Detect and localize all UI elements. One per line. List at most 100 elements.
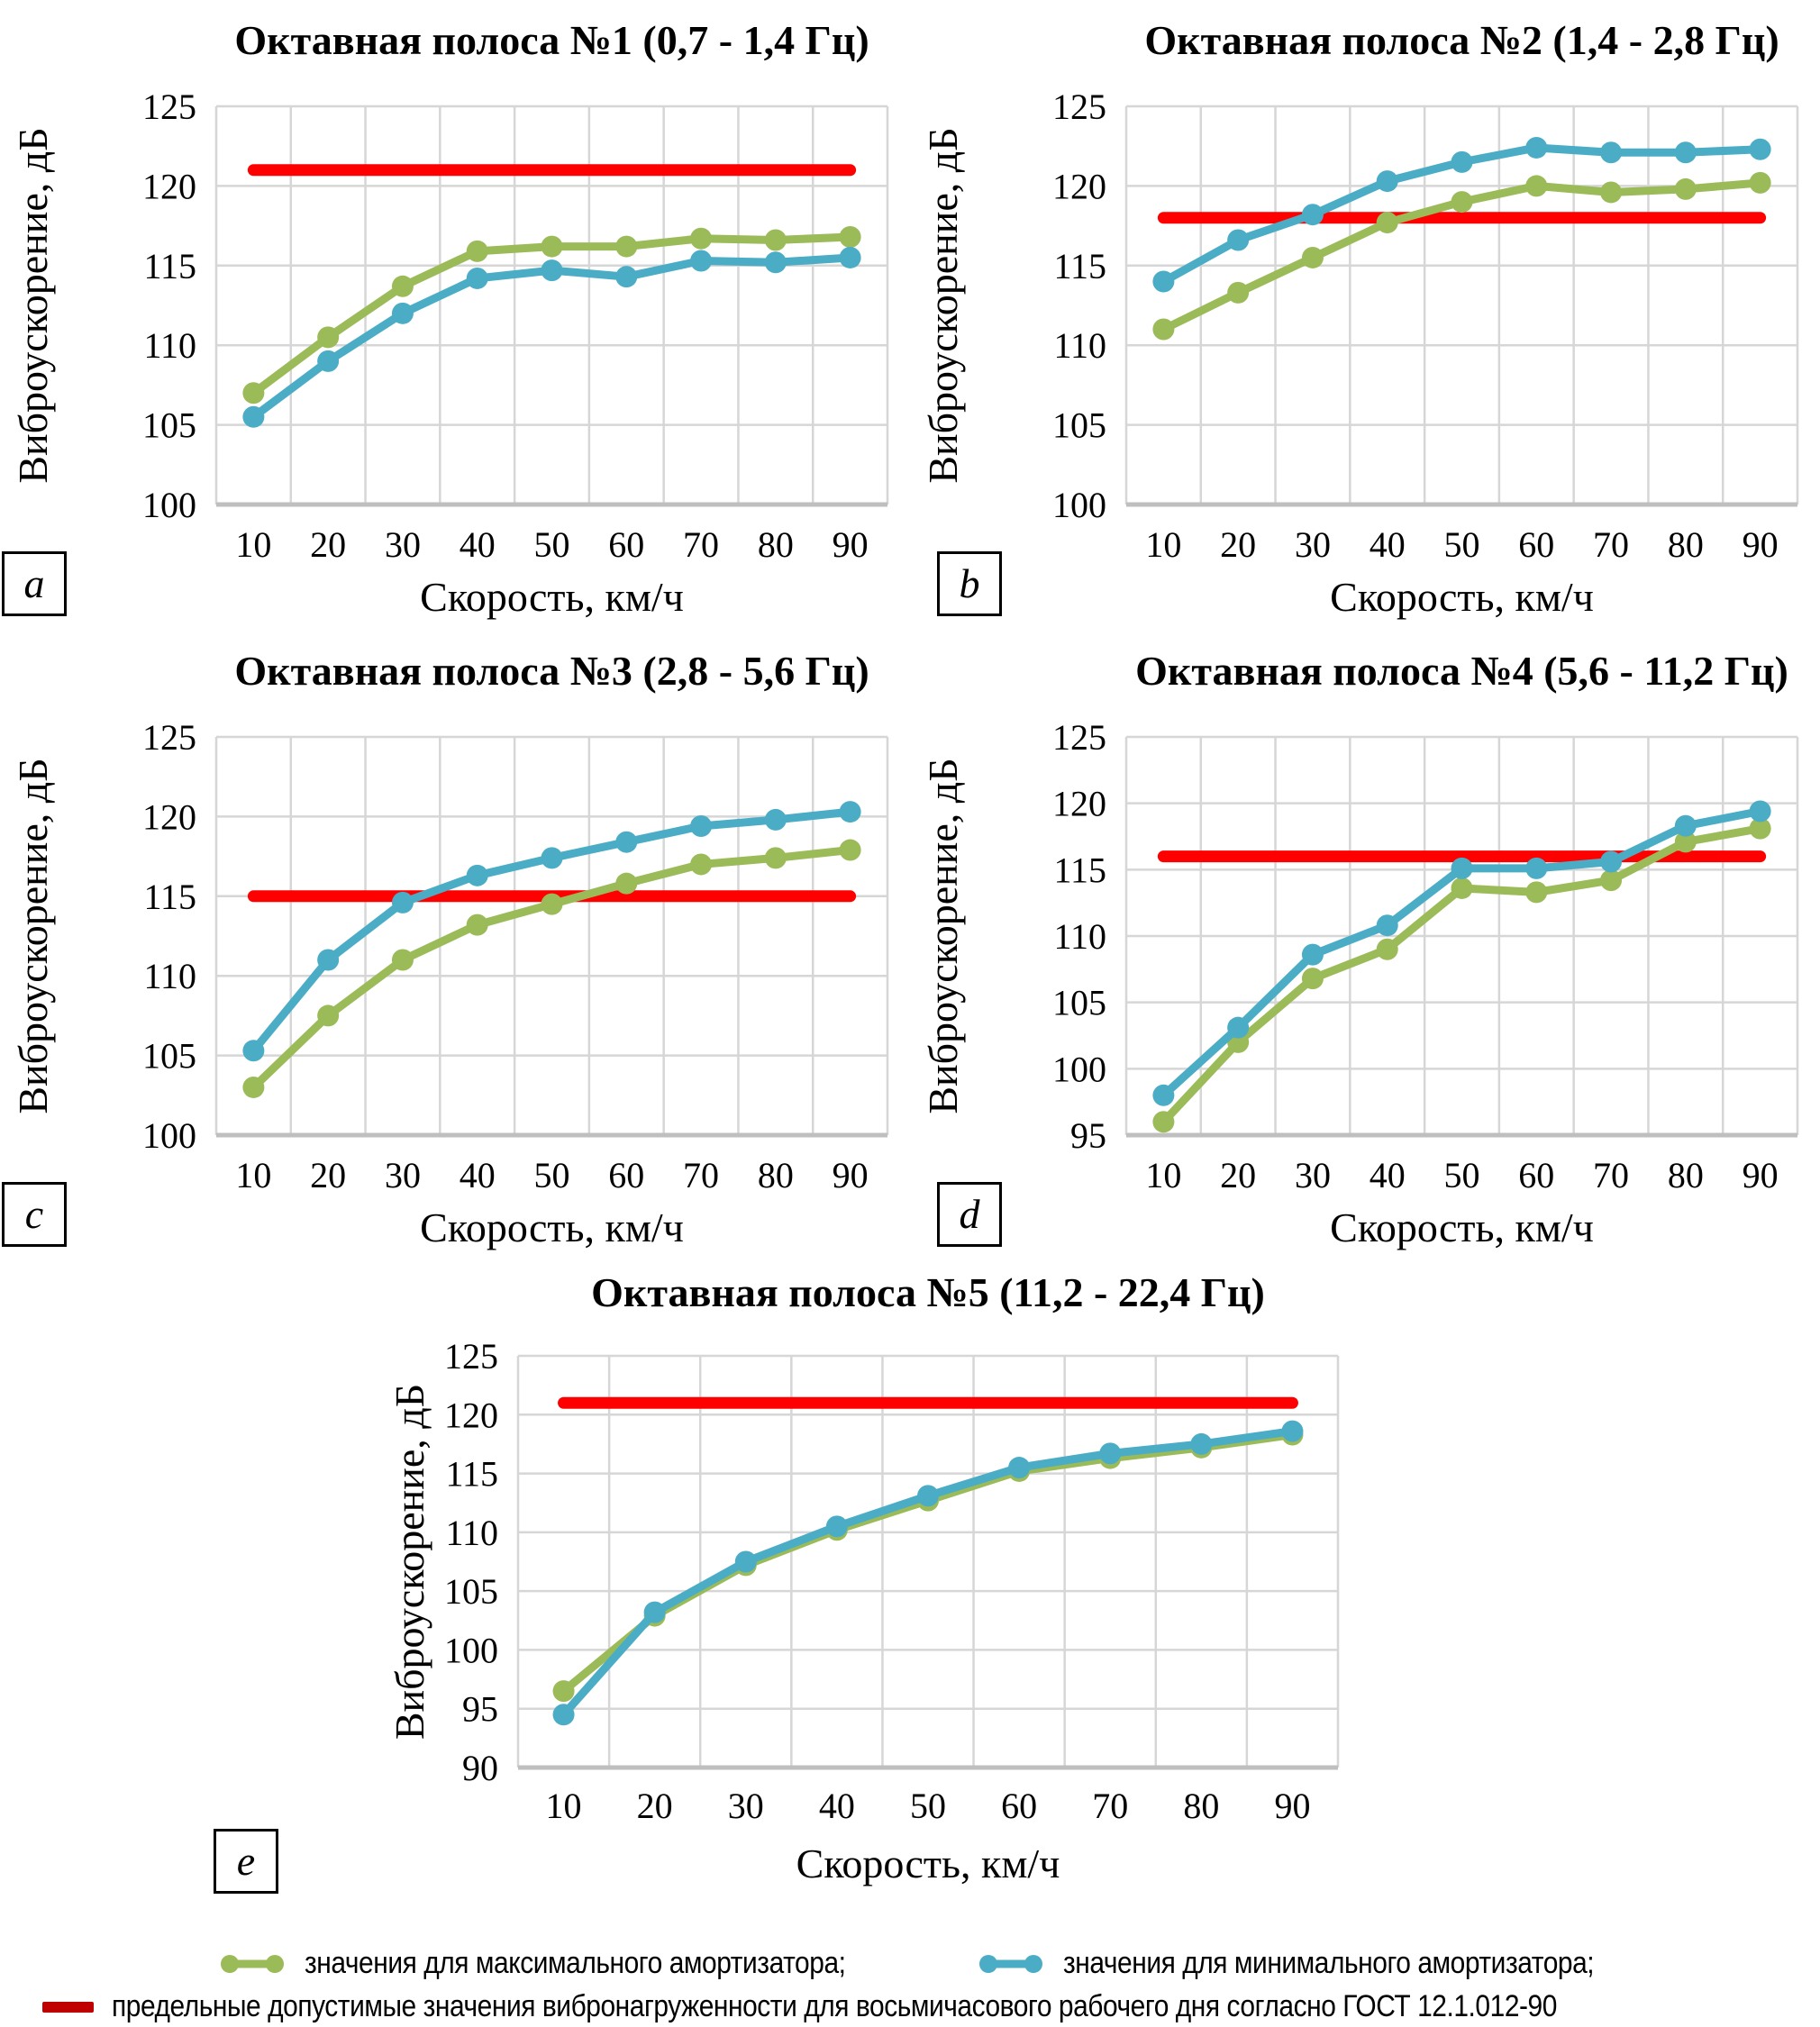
data-point-marker: [764, 229, 787, 251]
x-tick-label: 50: [534, 1155, 570, 1195]
x-tick-label: 80: [1668, 1155, 1704, 1195]
chart-b-octave-band-2: 100 105 110 115 120 125 10 20 30 40 50 60 70 80 90 Окта…: [910, 0, 1820, 631]
x-tick-label: 30: [728, 1786, 764, 1826]
data-point-marker: [1525, 857, 1548, 879]
data-point-marker: [690, 250, 713, 272]
data-point-marker: [1008, 1457, 1031, 1479]
y-axis-label: Виброускорение, дБ: [920, 127, 966, 483]
data-point-marker: [1749, 800, 1771, 823]
x-axis-label: Скорость, км/ч: [1330, 574, 1594, 620]
data-point-marker: [1600, 141, 1623, 164]
data-point-marker: [1451, 857, 1473, 879]
data-point-marker: [615, 266, 638, 288]
data-point-marker: [466, 240, 488, 262]
y-tick-label: 110: [143, 956, 196, 996]
x-tick-label: 40: [819, 1786, 855, 1826]
data-point-marker: [317, 350, 340, 372]
y-tick-label: 105: [444, 1571, 498, 1612]
x-tick-labels: 10 20 30 40 50 60 70 80 90: [546, 1786, 1311, 1826]
data-point-marker: [643, 1601, 666, 1623]
legend-row-limit: предельные допустимые значения вибронагр…: [41, 1989, 1754, 2024]
series-max-green: [1152, 817, 1771, 1133]
data-point-marker: [242, 1040, 265, 1062]
y-tick-label: 100: [1052, 485, 1106, 525]
x-tick-label: 30: [385, 1155, 421, 1195]
y-tick-label: 125: [1052, 717, 1106, 758]
data-point-marker: [839, 839, 861, 861]
data-point-marker: [1600, 850, 1623, 873]
chart-c-svg: 100 105 110 115 120 125 10 20 30 40 50 60 70 80 90 Окта…: [10, 648, 889, 1250]
x-tick-labels: 10 20 30 40 50 60 70 80 90: [235, 1155, 868, 1195]
data-point-marker: [1451, 191, 1473, 214]
y-tick-label: 105: [142, 1036, 196, 1077]
x-tick-label: 50: [910, 1786, 946, 1826]
data-point-marker: [541, 259, 563, 282]
vertical-gridlines: [516, 1356, 1340, 1768]
data-point-marker: [1674, 141, 1697, 164]
data-point-marker: [1376, 212, 1398, 234]
data-point-marker: [1227, 1016, 1250, 1039]
x-tick-label: 60: [1001, 1786, 1037, 1826]
data-point-marker: [1376, 914, 1398, 937]
chart-title: Октавная полоса №2 (1,4 - 2,8 Гц): [1144, 17, 1779, 63]
chart-title: Октавная полоса №4 (5,6 - 11,2 Гц): [1135, 648, 1788, 694]
x-tick-label: 20: [310, 1155, 346, 1195]
figure-label-d-text: d: [959, 1191, 980, 1237]
chart-e-octave-band-5: 90 95 100 105 110 115 120 125 10 20 30 40 50 60 70 80 90…: [378, 1252, 1442, 1901]
data-point-marker: [391, 891, 414, 914]
data-point-marker: [690, 227, 713, 250]
y-tick-label: 110: [1053, 325, 1106, 366]
series-line: [249, 253, 855, 422]
figure-label-c-text: c: [24, 1191, 44, 1237]
data-point-marker: [1749, 817, 1771, 840]
y-tick-label: 125: [142, 86, 196, 127]
x-tick-label: 50: [534, 524, 570, 565]
x-tick-label: 90: [833, 524, 869, 565]
data-point-marker: [391, 275, 414, 297]
x-tick-label: 70: [1092, 1786, 1128, 1826]
x-tick-label: 70: [1593, 524, 1629, 565]
y-tick-label: 120: [142, 166, 196, 206]
chart-a-svg: 100 105 110 115 120 125 10 20 30 40 50 60 70 80 90 Окта…: [10, 17, 889, 620]
data-point-marker: [541, 235, 563, 258]
x-tick-label: 40: [1370, 524, 1406, 565]
y-tick-label: 110: [445, 1513, 498, 1553]
series-min-blue: [1152, 136, 1771, 293]
x-tick-label: 30: [385, 524, 421, 565]
data-point-marker: [1152, 1111, 1175, 1133]
data-point-marker: [391, 302, 414, 324]
x-axis-label: Скорость, км/ч: [420, 1204, 684, 1250]
x-tick-labels: 10 20 30 40 50 60 70 80 90: [235, 524, 868, 565]
data-point-marker: [1674, 831, 1697, 853]
y-tick-labels: 100 105 110 115 120 125: [142, 717, 196, 1156]
data-point-marker: [1281, 1420, 1304, 1442]
data-point-marker: [1525, 881, 1548, 904]
data-point-marker: [1301, 246, 1324, 268]
x-tick-label: 10: [1145, 1155, 1181, 1195]
data-point-marker: [764, 808, 787, 831]
x-tick-labels: 10 20 30 40 50 60 70 80 90: [1145, 524, 1778, 565]
y-tick-label: 115: [143, 246, 196, 286]
data-point-marker: [917, 1485, 939, 1507]
horizontal-gridlines: [1126, 735, 1797, 1070]
y-tick-labels: 95 100 105 110 115 120 125: [1052, 717, 1106, 1156]
vertical-gridlines: [1124, 106, 1799, 504]
chart-title: Октавная полоса №3 (2,8 - 5,6 Гц): [234, 648, 869, 694]
legend-limit-line-marker-icon: [42, 2001, 94, 2013]
horizontal-gridlines: [518, 1354, 1338, 1710]
data-point-marker: [1674, 814, 1697, 837]
series-min-blue: [242, 801, 861, 1062]
chart-d-svg: 95 100 105 110 115 120 125 10 20 30 40 50 60 70 80 90 Ок…: [920, 648, 1799, 1250]
data-point-marker: [839, 801, 861, 823]
chart-d-octave-band-4: 95 100 105 110 115 120 125 10 20 30 40 50 60 70 80 90 Ок…: [910, 631, 1820, 1261]
y-axis-label: Виброускорение, дБ: [920, 758, 966, 1113]
x-tick-label: 90: [1743, 524, 1779, 565]
legend-max-label: значения для максимального амортизатора;: [305, 1946, 846, 1980]
data-point-marker: [690, 815, 713, 838]
x-axis-label: Скорость, км/ч: [796, 1841, 1060, 1886]
data-point-marker: [690, 853, 713, 876]
data-point-marker: [1451, 877, 1473, 899]
legend-min-label: значения для минимального амортизатора;: [1063, 1946, 1595, 1980]
y-tick-label: 110: [143, 325, 196, 366]
